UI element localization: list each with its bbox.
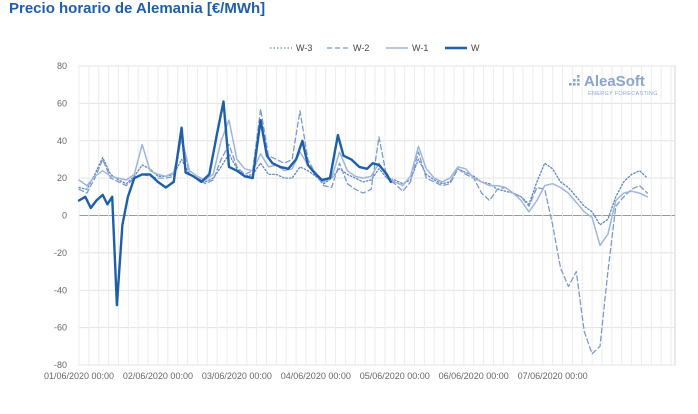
x-tick-label: 04/06/2020 00:00 <box>281 371 351 381</box>
x-tick-label: 07/06/2020 00:00 <box>518 371 588 381</box>
x-tick-label: 06/06/2020 00:00 <box>439 371 509 381</box>
y-tick-label: 40 <box>57 136 67 146</box>
chart-legend: W-3 W-2 W-1 W <box>270 43 480 53</box>
brand-tagline: ENERGY FORECASTING <box>588 91 658 97</box>
legend-label-w-2: W-2 <box>353 43 369 53</box>
chart-axes: -80 -60 -40 -20 0 20 40 60 80 01/06/2020 00:00 02/… <box>44 61 588 381</box>
brand-dot <box>573 79 576 82</box>
brand-logo-icon <box>569 75 580 86</box>
y-tick-label: -40 <box>54 285 67 295</box>
chart-series <box>77 100 649 355</box>
y-tick-label: 60 <box>57 98 67 108</box>
series-line-w-1 <box>78 119 649 247</box>
x-tick-label: 03/06/2020 00:00 <box>202 371 272 381</box>
y-tick-label: 0 <box>62 211 67 221</box>
y-tick-label: -80 <box>54 360 67 370</box>
x-tick-label: 02/06/2020 00:00 <box>123 371 193 381</box>
page-title: Precio horario de Alemania [€/MWh] <box>9 0 266 17</box>
y-tick-label: 20 <box>57 173 67 183</box>
brand-logo: AleaSoft ENERGY FORECASTING <box>569 73 658 97</box>
brand-dot <box>577 83 580 86</box>
y-tick-label: -60 <box>54 323 67 333</box>
brand-dot <box>577 79 580 82</box>
x-tick-label: 01/06/2020 00:00 <box>44 371 114 381</box>
legend-label-w-1: W-1 <box>412 43 428 53</box>
legend-label-w-3: W-3 <box>296 43 312 53</box>
brand-dot <box>569 83 572 86</box>
chart-grid <box>78 65 676 366</box>
x-tick-label: 05/06/2020 00:00 <box>360 371 430 381</box>
legend-label-w: W <box>471 43 480 53</box>
brand-dot <box>573 83 576 86</box>
y-tick-label: 80 <box>57 61 67 71</box>
series-line-w <box>77 100 392 307</box>
brand-dot <box>577 75 580 78</box>
brand-name: AleaSoft <box>584 73 645 90</box>
y-tick-label: -20 <box>54 248 67 258</box>
